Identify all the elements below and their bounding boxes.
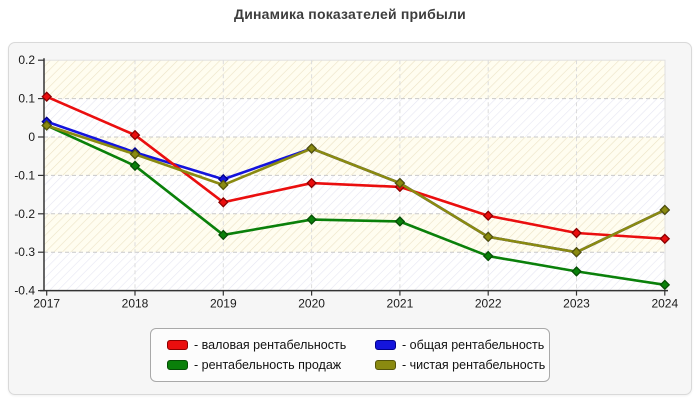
legend-swatch-red-icon bbox=[167, 340, 188, 350]
legend-item: - рентабельность продаж bbox=[167, 358, 375, 372]
legend-label: - рентабельность продаж bbox=[194, 358, 342, 372]
legend-item: - валовая рентабельность bbox=[167, 338, 375, 352]
legend-box: - валовая рентабельность - общая рентабе… bbox=[150, 328, 550, 382]
legend-label: - чистая рентабельность bbox=[402, 358, 546, 372]
page-title: Динамика показателей прибыли bbox=[234, 6, 466, 22]
legend-swatch-green-icon bbox=[167, 360, 188, 370]
legend-label: - общая рентабельность bbox=[402, 338, 545, 352]
legend-label: - валовая рентабельность bbox=[194, 338, 347, 352]
legend-item: - чистая рентабельность bbox=[375, 358, 545, 372]
legend-item: - общая рентабельность bbox=[375, 338, 544, 352]
legend-swatch-olive-icon bbox=[375, 360, 396, 370]
legend-swatch-blue-icon bbox=[375, 340, 396, 350]
